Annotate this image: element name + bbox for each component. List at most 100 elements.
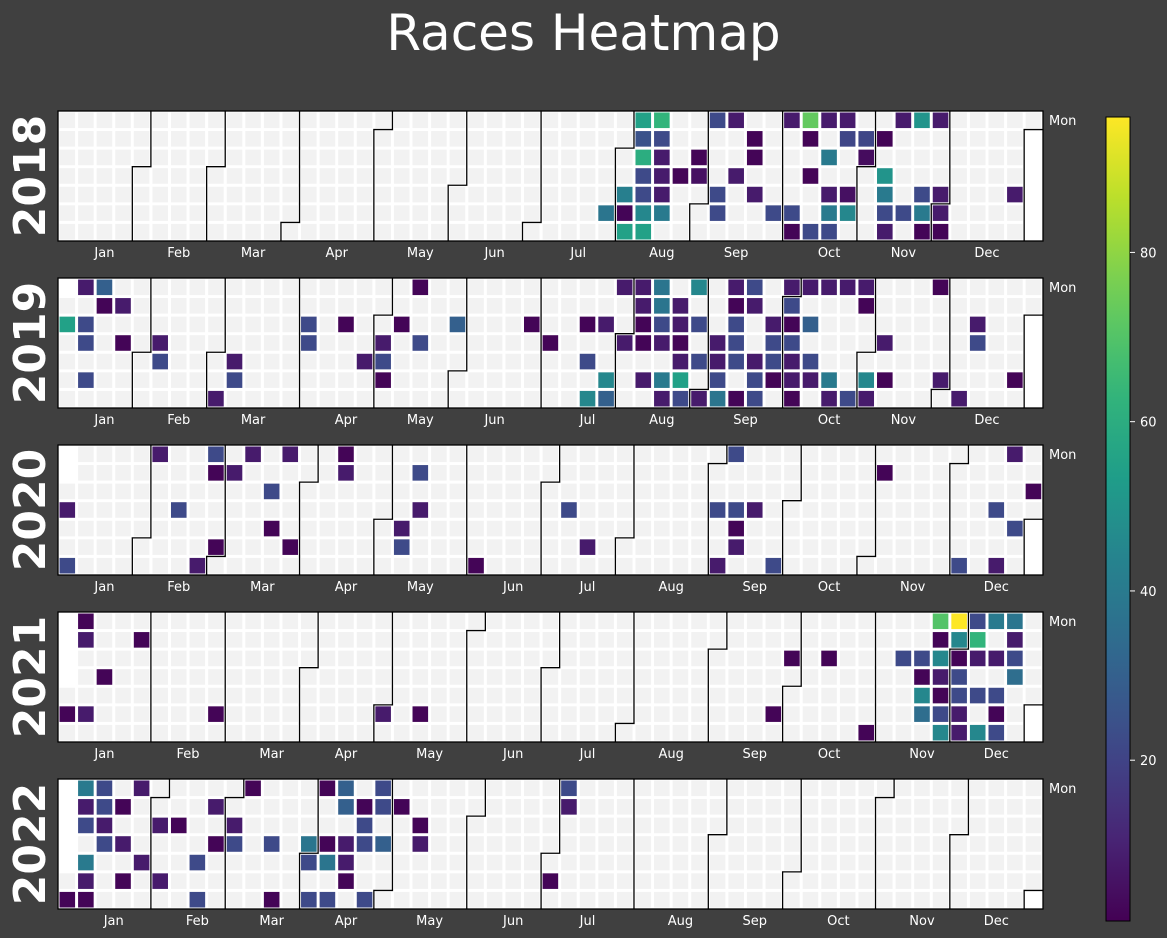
day-cell: [1025, 687, 1042, 704]
day-cell: [932, 131, 949, 147]
day-cell: [319, 390, 336, 407]
day-cell: [468, 131, 484, 147]
race-day-cell: [654, 335, 670, 351]
day-cell: [356, 279, 373, 296]
day-cell: [561, 446, 577, 463]
day-cell: [468, 335, 484, 351]
day-cell: [672, 223, 689, 240]
day-cell: [245, 186, 261, 203]
day-cell: [301, 168, 317, 184]
day-cell: [170, 205, 187, 221]
day-cell: [468, 687, 484, 704]
day-cell: [468, 446, 484, 463]
day-cell: [784, 483, 800, 500]
day-cell: [542, 706, 559, 722]
day-cell: [449, 279, 466, 296]
day-cell: [542, 780, 559, 797]
day-cell: [393, 873, 410, 889]
day-cell: [802, 502, 819, 518]
day-cell: [598, 483, 614, 500]
day-cell: [969, 149, 986, 166]
month-tick-label: Sep: [733, 413, 758, 428]
race-day-cell: [895, 112, 912, 129]
day-cell: [356, 149, 373, 166]
race-day-cell: [932, 632, 949, 648]
race-day-cell: [914, 650, 930, 667]
day-cell: [616, 706, 633, 722]
day-cell: [765, 223, 782, 240]
day-cell: [78, 465, 94, 481]
day-cell: [393, 557, 410, 574]
day-cell: [839, 298, 856, 314]
day-cell: [282, 873, 299, 889]
day-cell: [375, 279, 391, 296]
race-day-cell: [579, 316, 596, 333]
day-cell: [914, 483, 930, 500]
day-cell: [561, 149, 577, 166]
day-cell: [282, 372, 299, 388]
day-cell: [319, 149, 336, 166]
day-cell: [208, 186, 224, 203]
day-cell: [263, 854, 280, 871]
race-day-cell: [839, 112, 856, 129]
day-cell: [338, 186, 354, 203]
day-cell: [431, 112, 447, 129]
day-cell: [59, 353, 76, 370]
day-cell: [524, 817, 540, 834]
day-cell: [524, 186, 540, 203]
day-cell: [914, 353, 930, 370]
day-cell: [877, 353, 893, 370]
day-cell: [393, 205, 410, 221]
day-cell: [895, 799, 912, 815]
day-cell: [505, 891, 521, 908]
day-cell: [263, 223, 280, 240]
day-cell: [226, 724, 243, 741]
day-cell: [858, 706, 875, 722]
day-cell: [579, 632, 596, 648]
race-day-cell: [654, 279, 670, 296]
day-cell: [431, 632, 447, 648]
day-cell: [616, 539, 633, 555]
race-day-cell: [561, 799, 577, 815]
colorbar-gradient: [1105, 116, 1131, 922]
day-cell: [133, 223, 150, 240]
day-cell: [78, 223, 94, 240]
day-cell: [96, 873, 113, 889]
day-cell: [226, 520, 243, 537]
day-cell: [542, 131, 559, 147]
day-cell: [170, 799, 187, 815]
day-cell: [895, 632, 912, 648]
day-cell: [59, 186, 76, 203]
day-cell: [152, 223, 168, 240]
day-cell: [1025, 465, 1042, 481]
day-cell: [895, 687, 912, 704]
day-cell: [319, 205, 336, 221]
day-cell: [784, 446, 800, 463]
day-cell: [561, 465, 577, 481]
day-cell: [486, 112, 503, 129]
race-day-cell: [784, 298, 800, 314]
day-cell: [505, 854, 521, 871]
day-cell: [858, 112, 875, 129]
day-cell: [78, 650, 94, 667]
day-cell: [691, 706, 707, 722]
race-day-cell: [672, 353, 689, 370]
race-day-cell: [877, 223, 893, 240]
race-day-cell: [1007, 669, 1023, 685]
day-cell: [263, 298, 280, 314]
day-cell: [375, 168, 391, 184]
day-cell: [133, 613, 150, 630]
month-boundary: [298, 445, 319, 575]
month-tick-label: Jan: [93, 580, 114, 595]
day-cell: [208, 279, 224, 296]
day-cell: [802, 669, 819, 685]
day-cell: [821, 873, 837, 889]
day-cell: [709, 873, 726, 889]
month-boundary: [521, 111, 542, 241]
month-tick-label: Jan: [93, 246, 114, 261]
day-cell: [170, 613, 187, 630]
day-cell: [784, 799, 800, 815]
race-day-cell: [969, 613, 986, 630]
day-cell: [579, 836, 596, 852]
day-cell: [301, 149, 317, 166]
